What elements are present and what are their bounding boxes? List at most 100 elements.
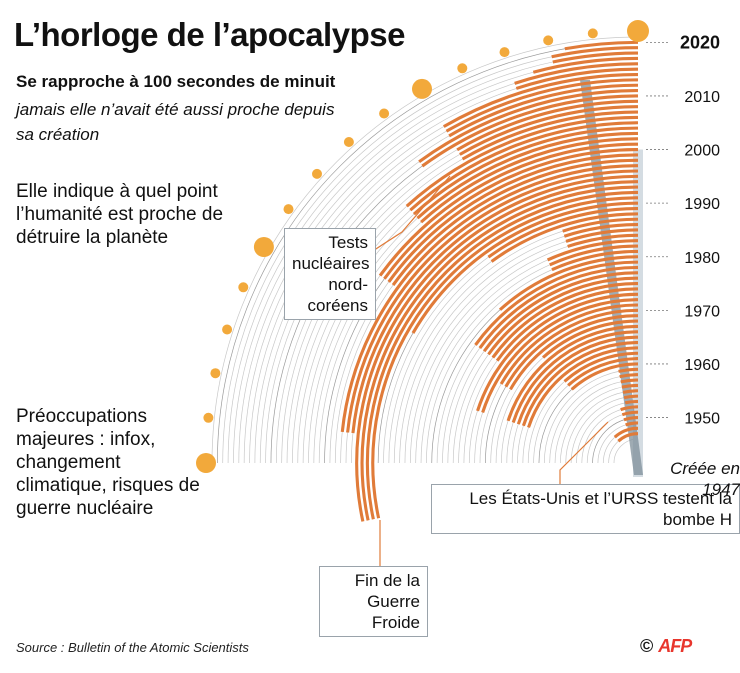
minutes-bar-1999 (387, 153, 639, 283)
leader-h-bomb (559, 421, 609, 488)
year-tick-label: 1980 (684, 250, 720, 267)
annotation-cold-war: Fin de la Guerre Froide (319, 566, 428, 637)
minutes-bar-1982 (549, 244, 639, 267)
minutes-bar-1955 (622, 389, 639, 394)
minutes-bar-1957 (620, 378, 639, 384)
year-tick-label: 2000 (684, 143, 720, 160)
background-arc (217, 42, 639, 464)
minutes-bar-1972 (481, 298, 639, 413)
clock-dot (543, 35, 554, 46)
copyright: © AFP (640, 636, 692, 657)
minutes-bar-2008 (459, 105, 639, 156)
minutes-bar-1958 (619, 373, 639, 379)
minutes-bar-2015 (515, 67, 639, 90)
minutes-bar-1994 (355, 180, 639, 522)
minutes-bar-1960 (570, 362, 639, 391)
minutes-bar-1983 (546, 239, 639, 262)
page-title: L’horloge de l’apocalypse (14, 16, 405, 53)
clock-dot (312, 168, 322, 179)
minutes-bar-1953 (624, 399, 639, 405)
minutes-bar-1956 (621, 383, 639, 389)
clock-dot (587, 28, 598, 39)
minutes-bar-2019 (551, 46, 639, 59)
minutes-bar-2005 (409, 121, 639, 212)
minutes-bar-1990 (411, 201, 639, 334)
background-arc (227, 52, 639, 464)
minutes-bar-1961 (567, 357, 639, 387)
minutes-bar-1981 (551, 249, 639, 272)
minutes-bar-1985 (565, 228, 639, 243)
year-tick-label: 1970 (684, 303, 720, 320)
clock-dots (196, 20, 649, 473)
minutes-bar-1968 (542, 319, 639, 359)
annotation-nuclear-tests: Tests nucléaires nord-coréens (284, 228, 376, 320)
clock-dot (379, 108, 390, 119)
minutes-bar-1986 (563, 223, 639, 238)
minutes-bar-2014 (442, 72, 639, 128)
copyright-symbol: © (640, 636, 654, 656)
minutes-bar-2004 (412, 126, 639, 216)
clock-dot (238, 282, 249, 293)
minutes-bar-1997 (340, 164, 639, 433)
minutes-bar-2016 (514, 62, 639, 85)
minutes-bar-1947 (617, 432, 639, 443)
clock-dot-large (412, 78, 432, 99)
minutes-bar-2020 (564, 40, 639, 51)
minutes-bar-2000 (383, 148, 639, 280)
concerns-text: Préoccupations majeures : infox, changem… (16, 406, 200, 519)
minutes-bar-1970 (504, 308, 639, 388)
minutes-bar-1993 (360, 185, 639, 521)
background-arc (222, 47, 639, 464)
minutes-bar-1984 (567, 233, 639, 248)
clock-dot (343, 137, 354, 147)
minutes-bar-2003 (416, 131, 639, 220)
clock-dot (457, 63, 468, 74)
minutes-bar-1989 (487, 206, 639, 259)
minutes-bar-1992 (365, 190, 639, 520)
minutes-bar-2017 (532, 56, 639, 74)
minutes-bar-1962 (563, 351, 639, 383)
year-tick-label: 2010 (684, 89, 720, 106)
minutes-bar-1995 (351, 174, 639, 434)
minutes-bar-1977 (482, 271, 639, 353)
minutes-bar-1967 (506, 324, 639, 422)
year-tick-label: 1990 (684, 196, 720, 213)
minutes-bar-1975 (491, 282, 639, 359)
clock-dot-large (196, 453, 216, 473)
subtitle-italic: jamais elle n’avait été aussi proche dep… (16, 100, 335, 144)
minutes-bars (340, 40, 639, 522)
minutes-bar-1996 (346, 169, 639, 433)
minutes-bar-1979 (474, 260, 639, 346)
minutes-bar-2013 (445, 78, 639, 133)
minutes-bar-2018 (552, 51, 639, 64)
minutes-bar-1966 (511, 330, 639, 423)
minutes-bar-1949 (625, 421, 639, 427)
minutes-bar-1950 (623, 416, 639, 422)
minutes-bar-1971 (499, 303, 639, 385)
minutes-bar-2010 (421, 94, 639, 168)
minutes-bar-1963 (527, 346, 639, 428)
minutes-bar-1998 (391, 158, 639, 286)
minutes-bar-1952 (620, 405, 639, 412)
description-text: Elle indique à quel point l’humanité est… (16, 181, 224, 248)
minutes-bar-1973 (476, 292, 639, 412)
minutes-bar-2006 (405, 115, 639, 208)
source-note: Source : Bulletin of the Atomic Scientis… (16, 640, 249, 655)
minutes-bar-1991 (371, 196, 639, 519)
clock-dot-midnight (627, 20, 649, 42)
minutes-bar-2001 (378, 142, 639, 277)
year-tick-label: 1960 (684, 357, 720, 374)
minutes-bar-1978 (478, 265, 639, 349)
background-arc (211, 36, 639, 464)
minutes-bar-2011 (418, 89, 639, 163)
background-arc (463, 288, 639, 464)
minutes-bar-2009 (456, 99, 639, 152)
subtitle: Se rapproche à 100 secondes de minuit (16, 72, 336, 91)
clock-dot (203, 412, 214, 423)
minutes-bar-1980 (498, 255, 639, 311)
year-tick-label: 1950 (684, 411, 720, 428)
annotation-created: Créée en 1947 (670, 459, 740, 499)
minutes-bar-1965 (516, 335, 639, 425)
